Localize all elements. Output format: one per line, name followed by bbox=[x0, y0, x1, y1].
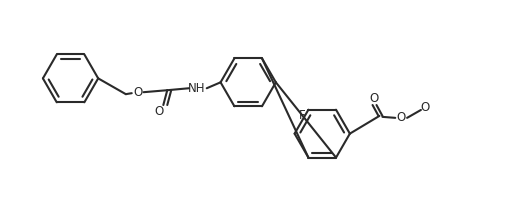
Text: O: O bbox=[396, 111, 406, 124]
Text: NH: NH bbox=[188, 82, 206, 95]
Text: O: O bbox=[155, 105, 164, 118]
Text: O: O bbox=[369, 92, 378, 105]
Text: F: F bbox=[299, 109, 306, 122]
Text: O: O bbox=[420, 101, 430, 114]
Text: O: O bbox=[133, 86, 142, 99]
